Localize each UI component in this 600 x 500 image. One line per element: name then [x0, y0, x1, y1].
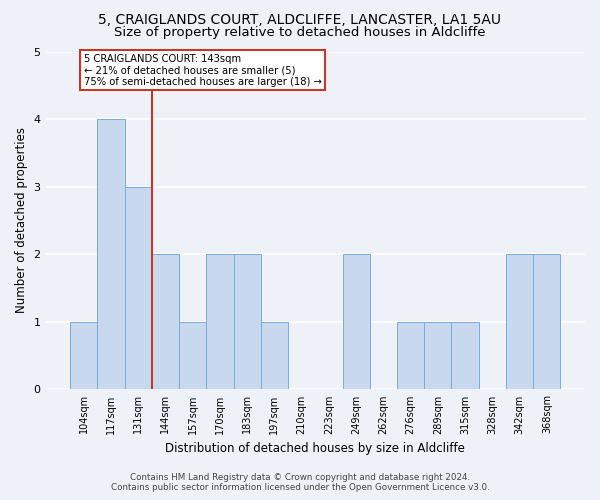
Text: 5, CRAIGLANDS COURT, ALDCLIFFE, LANCASTER, LA1 5AU: 5, CRAIGLANDS COURT, ALDCLIFFE, LANCASTE…	[98, 12, 502, 26]
Bar	[97, 119, 125, 390]
Bar	[70, 322, 97, 390]
Bar	[233, 254, 261, 390]
Bar	[152, 254, 179, 390]
Text: Contains HM Land Registry data © Crown copyright and database right 2024.
Contai: Contains HM Land Registry data © Crown c…	[110, 473, 490, 492]
Y-axis label: Number of detached properties: Number of detached properties	[15, 128, 28, 314]
Bar	[424, 322, 451, 390]
Bar	[451, 322, 479, 390]
Bar	[125, 186, 152, 390]
Bar	[179, 322, 206, 390]
Bar	[261, 322, 288, 390]
Bar	[206, 254, 233, 390]
Text: Size of property relative to detached houses in Aldcliffe: Size of property relative to detached ho…	[114, 26, 486, 39]
Bar	[506, 254, 533, 390]
Bar	[397, 322, 424, 390]
X-axis label: Distribution of detached houses by size in Aldcliffe: Distribution of detached houses by size …	[166, 442, 465, 455]
Text: 5 CRAIGLANDS COURT: 143sqm
← 21% of detached houses are smaller (5)
75% of semi-: 5 CRAIGLANDS COURT: 143sqm ← 21% of deta…	[83, 54, 322, 86]
Bar	[343, 254, 370, 390]
Bar	[533, 254, 560, 390]
